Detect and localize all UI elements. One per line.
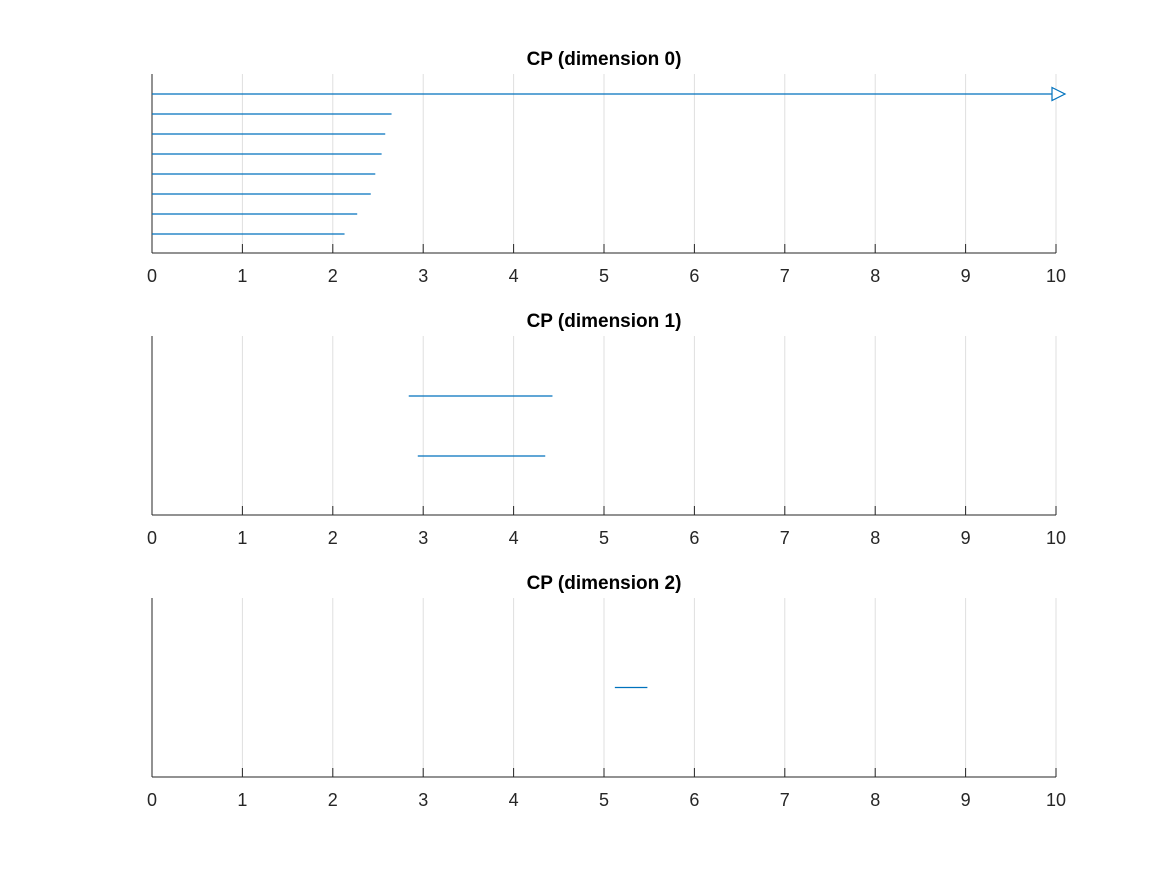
x-tick-label: 9: [961, 790, 971, 810]
x-tick-label: 8: [870, 528, 880, 548]
x-tick-label: 5: [599, 528, 609, 548]
x-tick-label: 10: [1046, 528, 1066, 548]
x-tick-label: 6: [689, 790, 699, 810]
x-tick-label: 7: [780, 790, 790, 810]
x-tick-label: 2: [328, 266, 338, 286]
x-tick-label: 3: [418, 790, 428, 810]
panel-title: CP (dimension 1): [527, 311, 682, 332]
x-tick-label: 3: [418, 528, 428, 548]
panel-title: CP (dimension 0): [527, 49, 682, 70]
x-tick-label: 6: [689, 266, 699, 286]
x-tick-label: 1: [237, 266, 247, 286]
x-tick-label: 5: [599, 266, 609, 286]
x-tick-label: 1: [237, 528, 247, 548]
x-tick-label: 5: [599, 790, 609, 810]
panel-title: CP (dimension 2): [527, 573, 682, 594]
x-tick-label: 9: [961, 266, 971, 286]
x-tick-label: 4: [509, 528, 519, 548]
panel-dimension-1: CP (dimension 1) 0 1 2 3 4 5 6 7 8 9 10: [147, 311, 1066, 548]
x-tick-label: 0: [147, 266, 157, 286]
x-tick-label: 10: [1046, 790, 1066, 810]
x-tick-label: 8: [870, 266, 880, 286]
infinite-arrow-marker: [1051, 86, 1067, 102]
x-tick-label: 9: [961, 528, 971, 548]
x-tick-label: 7: [780, 266, 790, 286]
x-tick-label: 1: [237, 790, 247, 810]
panel-dimension-2: CP (dimension 2) 0 1 2 3 4 5 6 7 8 9 10: [147, 573, 1066, 810]
x-tick-label: 10: [1046, 266, 1066, 286]
x-tick-label: 0: [147, 790, 157, 810]
x-tick-label: 2: [328, 528, 338, 548]
x-tick-label: 3: [418, 266, 428, 286]
x-tick-label: 6: [689, 528, 699, 548]
x-tick-label: 8: [870, 790, 880, 810]
panel-dimension-0: CP (dimension 0) 0 1 2 3 4 5 6 7 8 9 10: [147, 49, 1067, 286]
x-tick-label: 2: [328, 790, 338, 810]
x-tick-label: 4: [509, 266, 519, 286]
x-tick-label: 0: [147, 528, 157, 548]
x-tick-label: 7: [780, 528, 790, 548]
x-tick-label: 4: [509, 790, 519, 810]
